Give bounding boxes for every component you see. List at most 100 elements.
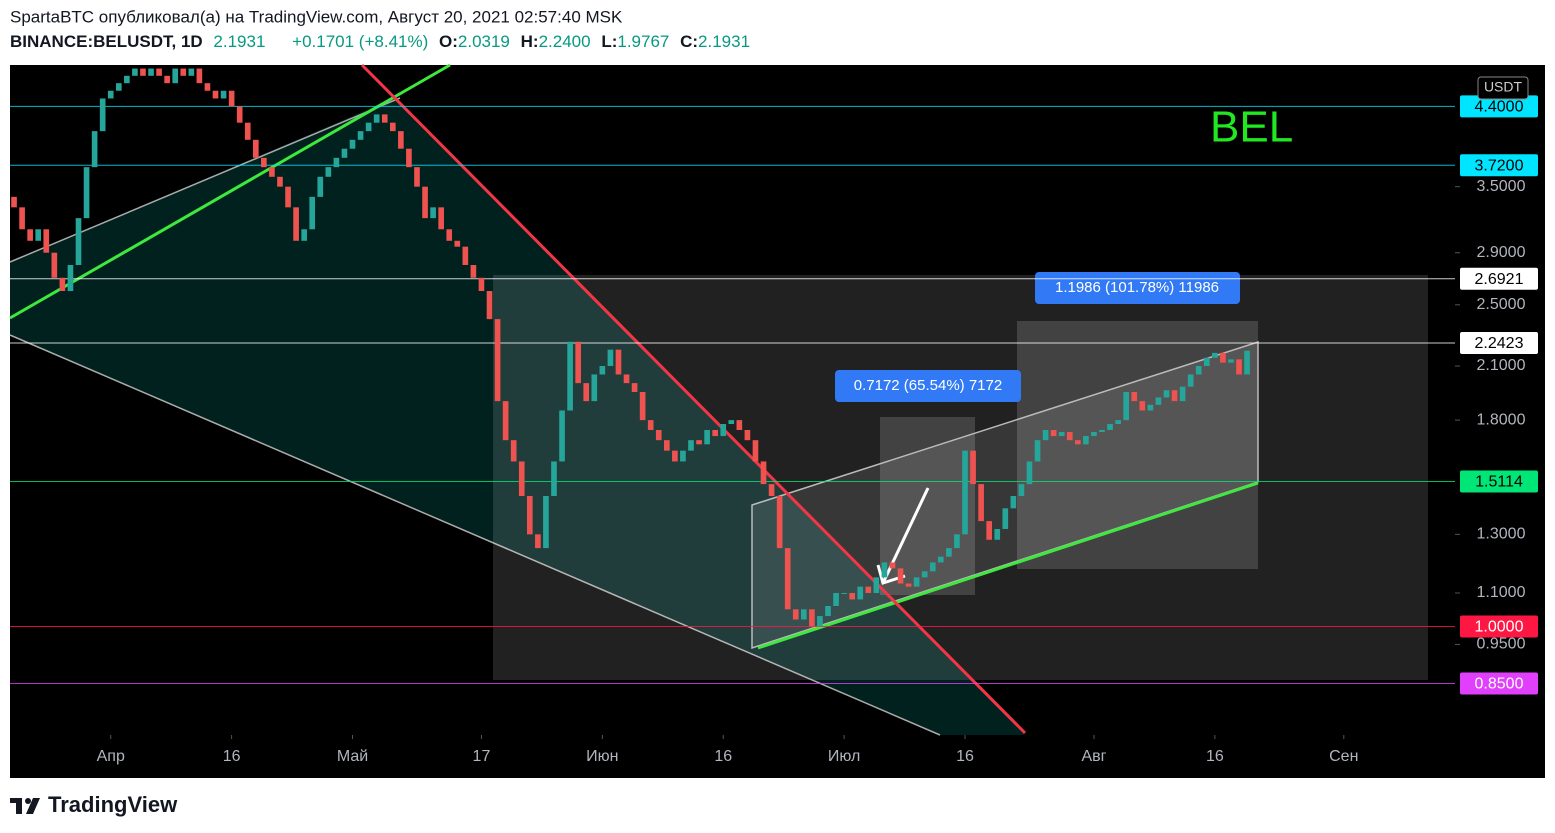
y-tick-label: 3.5000 [1477,178,1526,195]
candle-body [1195,365,1202,375]
candle-body [196,68,203,84]
candle-body [510,440,517,462]
candle-body [67,265,74,292]
candle-body [905,583,912,587]
x-tick-label: Сен [1329,748,1358,765]
candle-body [768,484,775,497]
candle-body [1099,429,1105,433]
candle-body [825,605,831,617]
candle-body [688,440,694,451]
price-label: 2.6921 [1475,271,1524,288]
candle-body [623,374,630,384]
last: 2.1931 [213,32,265,51]
candle-body [583,383,590,402]
candle-body [261,157,267,168]
candle-body [398,131,404,149]
candle-body [309,196,316,230]
measure-label-box [835,370,1021,402]
candle-body [1171,390,1178,402]
candle-body [1091,432,1097,437]
x-tick-label: 16 [956,748,974,765]
candle-body [269,167,275,177]
candle-body [140,68,146,76]
c: 2.1931 [698,32,750,51]
drawings: 0.7172 (65.54%) 7172 1.1986 (101.78%) 11… [9,63,1455,736]
candle-body [285,186,291,208]
y-tick-label: 2.5000 [1477,296,1526,313]
candle-body [107,90,114,99]
candle-body [1187,374,1194,387]
candle-body [381,114,388,123]
x-tick-label: 17 [473,748,491,765]
candle-body [430,207,436,219]
measure-label: 1.1986 (101.78%) 11986 [1055,279,1219,296]
candle-body [83,167,90,219]
candle-body [1083,436,1089,445]
candle-body [518,461,525,497]
candle-body [1018,484,1025,497]
price-label: 0.8500 [1475,676,1524,693]
candle-body [172,68,179,84]
candle-body [615,349,622,375]
candle-body [317,176,324,197]
candle-body [1179,386,1186,402]
candle-body [1002,508,1009,529]
candle-body [535,534,541,549]
price-label-box [1460,95,1538,118]
candle-body [857,586,864,600]
candle-body [252,139,259,158]
candle-body [1203,357,1210,366]
y-tick-label: 1.8000 [1477,411,1526,428]
currency-box [1477,76,1529,100]
candle-body [1220,352,1226,363]
candle-body [978,484,984,522]
green-trendline [757,481,1259,650]
measure-label-box [1035,272,1240,304]
candle-body [801,609,807,620]
y-tick-label: 1.1000 [1477,584,1526,601]
candle-body [1236,359,1242,375]
candle-body [1034,440,1041,462]
candle-body [1212,352,1218,358]
x-tick-label: 16 [1206,748,1224,765]
candle-body [148,68,154,76]
price-label-box [1460,154,1538,177]
candle-body [204,83,211,91]
candle-body [51,252,58,278]
candle-body [446,229,453,241]
symbol: BINANCE:BELUSDT, 1D [10,32,203,51]
candle-body [502,401,509,441]
c-label: C: [680,32,698,51]
candle-body [639,392,646,421]
candle-body [913,577,920,587]
candle-body [188,68,195,76]
candle-body [414,167,420,187]
candle-body [406,148,412,168]
candle-body [43,229,50,253]
candle-body [559,410,565,462]
x-tick-label: 16 [223,748,241,765]
brand: TradingView [48,792,178,817]
logo-part [26,798,40,814]
candle-body [760,461,767,485]
candle-body [333,157,340,168]
ticker-note: BEL [1210,103,1293,152]
candle-body [599,365,606,375]
candle-body [1066,432,1073,441]
candle-body [696,440,702,445]
h: 2.2400 [539,32,591,51]
candle-body [349,139,356,149]
candle-body [389,122,396,132]
x-tick-label: Июн [586,748,618,765]
candle-body [680,450,686,462]
candle-body [35,229,42,241]
candle-body [454,240,461,247]
l-label: L: [601,32,617,51]
candle-body [486,291,493,320]
candle-body [115,83,122,91]
candle-body [663,440,670,451]
candle-body [712,429,718,437]
candle-body [1123,392,1130,421]
